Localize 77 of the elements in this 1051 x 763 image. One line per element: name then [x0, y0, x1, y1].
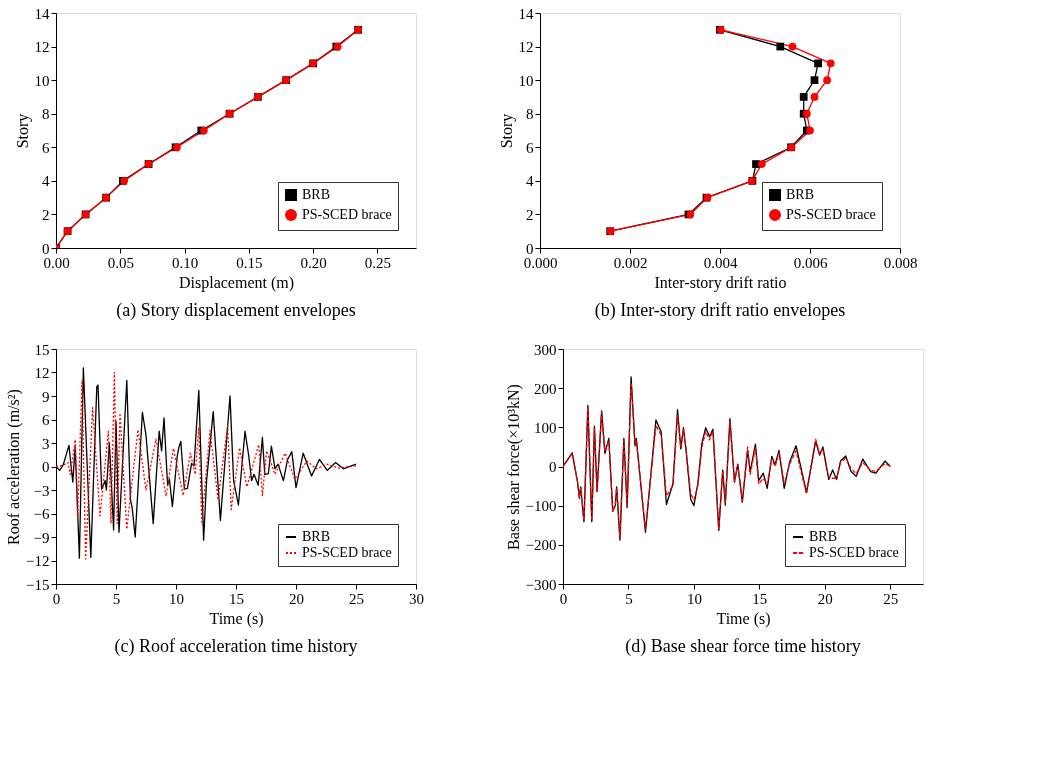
y-tick-label: 4	[526, 173, 534, 190]
x-tick-label: 0.00	[43, 254, 70, 271]
y-tick-label: 100	[534, 419, 557, 436]
x-tick-label: 0.15	[236, 254, 263, 271]
x-tick-label: 20	[817, 590, 833, 607]
y-tick-label: −12	[26, 553, 50, 569]
y-tick-label: 2	[526, 206, 534, 223]
x-tick-label: 0.004	[703, 254, 738, 271]
x-tick-label: 0.10	[171, 254, 199, 271]
y-tick-label: −200	[525, 537, 557, 554]
x-axis-title: Time (s)	[716, 609, 771, 628]
text: (c) Roof acceleration time history	[114, 636, 358, 657]
x-tick-label: 20	[289, 590, 304, 607]
y-tick-label: 0	[549, 459, 557, 475]
y-tick-label: 6	[42, 139, 50, 156]
y-tick-label: −3	[33, 482, 50, 499]
y-tick-label: 10	[34, 72, 50, 89]
x-tick-label: 0.002	[613, 254, 648, 271]
x-axis-title: Displacement (m)	[178, 273, 295, 292]
legend-label: PS-SCED brace	[302, 545, 392, 560]
y-tick-label: 0	[42, 240, 50, 257]
x-tick-label: 15	[229, 590, 244, 607]
x-tick-label: 10	[686, 590, 702, 607]
legend-label: BRB	[809, 529, 838, 544]
x-tick-label: 25	[349, 590, 364, 607]
y-axis-title: Base shear force(×10³kN)	[504, 384, 523, 550]
legend-label: PS-SCED brace	[809, 545, 899, 560]
x-tick-label: 0.000	[523, 254, 558, 271]
x-tick-label: 10	[169, 590, 184, 607]
y-tick-label: −9	[33, 529, 50, 546]
x-tick-label: 0.25	[364, 254, 392, 271]
legend-label: PS-SCED brace	[302, 207, 392, 222]
y-tick-label: 200	[534, 380, 557, 397]
y-tick-label: 12	[518, 39, 534, 56]
y-tick-label: 2	[42, 206, 50, 223]
y-tick-label: −100	[525, 498, 557, 515]
y-axis-title: Roof acceleration (m/s²)	[5, 389, 24, 545]
legend-label: BRB	[302, 187, 331, 202]
x-tick-label: 0.008	[883, 254, 918, 271]
y-tick-label: 0	[526, 240, 534, 257]
y-tick-label: 6	[42, 412, 50, 428]
y-tick-label: −15	[26, 576, 50, 593]
x-tick-label: 0.05	[107, 254, 134, 271]
y-tick-label: 300	[534, 341, 557, 358]
y-tick-label: 14	[34, 5, 50, 22]
x-tick-label: 0.006	[793, 254, 828, 271]
x-axis-title: Inter-story drift ratio	[654, 273, 787, 292]
y-tick-label: −300	[525, 576, 557, 593]
x-tick-label: 5	[112, 590, 121, 607]
y-tick-label: 12	[34, 39, 50, 56]
y-tick-label: 15	[34, 341, 50, 358]
x-tick-label: 5	[625, 590, 633, 607]
x-tick-label: 0	[559, 590, 568, 607]
legend-label: BRB	[786, 187, 815, 202]
x-axis-title: Time (s)	[209, 609, 264, 628]
x-tick-label: 15	[752, 590, 768, 607]
legend-label: PS-SCED brace	[786, 207, 876, 222]
x-tick-label: 0.20	[300, 254, 327, 271]
y-tick-label: 4	[42, 173, 50, 190]
legend-label: BRB	[302, 529, 331, 544]
y-tick-label: 12	[34, 365, 50, 381]
x-tick-label: 30	[409, 590, 424, 607]
x-tick-label: 25	[883, 590, 899, 607]
y-tick-label: 14	[518, 5, 534, 22]
y-tick-label: 3	[42, 435, 50, 452]
y-tick-label: −6	[33, 506, 50, 522]
y-axis-title: Story	[13, 113, 32, 149]
text: (a) Story displacement envelopes	[116, 300, 356, 321]
text: (d) Base shear force time history	[625, 636, 861, 657]
y-tick-label: 6	[526, 139, 534, 156]
y-tick-label: 0	[42, 459, 50, 475]
y-axis-title: Story	[497, 113, 516, 149]
y-tick-label: 9	[42, 388, 50, 405]
y-tick-label: 8	[42, 106, 50, 123]
y-tick-label: 8	[526, 106, 534, 123]
text: (b) Inter-story drift ratio envelopes	[594, 300, 846, 321]
y-tick-label: 10	[518, 72, 534, 89]
